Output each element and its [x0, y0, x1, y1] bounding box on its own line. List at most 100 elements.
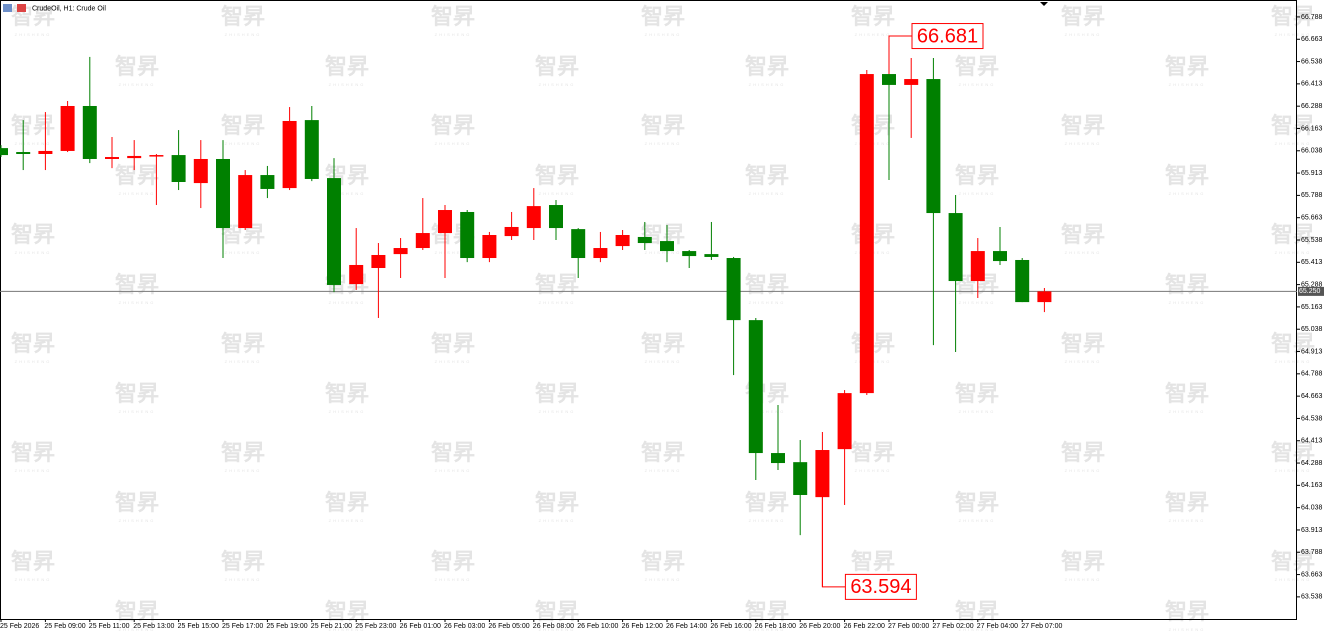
- watermark: 智昇: [221, 113, 265, 138]
- chart-title: CrudeOil, H1: Crude Oil: [32, 5, 106, 12]
- x-tick-label: 25 Feb 09:00: [44, 623, 85, 630]
- watermark: 智昇: [955, 599, 999, 624]
- y-tick-label: 66.038: [1301, 148, 1323, 155]
- watermark-sub: ZHISHENG: [749, 300, 786, 305]
- candle-body: [793, 462, 808, 495]
- watermark: 智昇: [325, 599, 369, 624]
- candle-body: [327, 178, 341, 285]
- candle-body: [393, 248, 408, 255]
- watermark: 智昇: [851, 440, 895, 465]
- watermark-sub: ZHISHENG: [539, 627, 576, 632]
- watermark: 智昇: [535, 163, 579, 188]
- x-tick-label: 25 Feb 23:00: [355, 623, 396, 630]
- watermark-sub: ZHISHENG: [749, 518, 786, 523]
- candle-body: [859, 74, 874, 394]
- watermark: 智昇: [1271, 440, 1315, 465]
- watermark-sub: ZHISHENG: [1275, 250, 1312, 255]
- y-tick-label: 64.038: [1301, 504, 1323, 511]
- watermark-sub: ZHISHENG: [119, 409, 156, 414]
- watermark: 智昇: [535, 599, 579, 624]
- watermark: 智昇: [1061, 222, 1105, 247]
- watermark-sub: ZHISHENG: [225, 141, 262, 146]
- watermark-sub: ZHISHENG: [225, 359, 262, 364]
- watermark-sub: ZHISHENG: [855, 468, 892, 473]
- watermark: 智昇: [221, 4, 265, 29]
- shift-marker: [1040, 2, 1048, 6]
- x-tick-label: 26 Feb 20:00: [799, 623, 840, 630]
- watermark: 智昇: [11, 331, 55, 356]
- candle-body: [1037, 291, 1052, 303]
- watermark-sub: ZHISHENG: [749, 409, 786, 414]
- candle-body: [526, 206, 541, 229]
- watermark-sub: ZHISHENG: [539, 300, 576, 305]
- watermark: 智昇: [641, 440, 685, 465]
- candle-body: [238, 175, 253, 229]
- y-tick-label: 63.538: [1301, 594, 1323, 601]
- x-tick-label: 26 Feb 12:00: [622, 623, 663, 630]
- y-tick-label: 66.788: [1301, 14, 1323, 21]
- watermark-sub: ZHISHENG: [1169, 518, 1206, 523]
- x-tick-label: 25 Feb 13:00: [133, 623, 174, 630]
- watermark-sub: ZHISHENG: [119, 300, 156, 305]
- y-tick-label: 65.163: [1301, 304, 1323, 311]
- watermark-sub: ZHISHENG: [1169, 82, 1206, 87]
- watermark-sub: ZHISHENG: [1065, 141, 1102, 146]
- watermark-sub: ZHISHENG: [435, 32, 472, 37]
- watermark: 智昇: [115, 599, 159, 624]
- x-tick-label: 26 Feb 22:00: [844, 623, 885, 630]
- watermark: 智昇: [535, 272, 579, 297]
- watermark-sub: ZHISHENG: [225, 577, 262, 582]
- watermark: 智昇: [1165, 54, 1209, 79]
- candle-body: [415, 233, 430, 249]
- icon: [3, 4, 12, 12]
- watermark-sub: ZHISHENG: [749, 82, 786, 87]
- candle-body: [704, 254, 719, 257]
- watermark: 智昇: [955, 54, 999, 79]
- watermark-sub: ZHISHENG: [645, 359, 682, 364]
- watermark: 智昇: [325, 490, 369, 515]
- watermark-sub: ZHISHENG: [539, 409, 576, 414]
- candle-body: [193, 158, 208, 184]
- watermark-sub: ZHISHENG: [119, 627, 156, 632]
- watermark: 智昇: [11, 113, 55, 138]
- watermark-sub: ZHISHENG: [329, 191, 366, 196]
- candle-body: [460, 211, 475, 259]
- watermark-sub: ZHISHENG: [959, 300, 996, 305]
- candle-body: [993, 251, 1007, 262]
- watermark: 智昇: [11, 222, 55, 247]
- watermark-sub: ZHISHENG: [1169, 300, 1206, 305]
- x-tick-label: 27 Feb 02:00: [932, 623, 973, 630]
- candle-body: [371, 254, 386, 269]
- watermark: 智昇: [325, 381, 369, 406]
- watermark: 智昇: [115, 381, 159, 406]
- watermark: 智昇: [955, 163, 999, 188]
- watermark-sub: ZHISHENG: [1065, 577, 1102, 582]
- y-tick-label: 63.663: [1301, 571, 1323, 578]
- watermark: 智昇: [641, 331, 685, 356]
- watermark: 智昇: [745, 54, 789, 79]
- watermark: 智昇: [955, 490, 999, 515]
- watermark: 智昇: [431, 331, 475, 356]
- watermark: 智昇: [431, 440, 475, 465]
- candle-body: [282, 120, 297, 189]
- y-tick-label: 66.163: [1301, 125, 1323, 132]
- watermark: 智昇: [115, 490, 159, 515]
- x-tick-label: 25 Feb 17:00: [222, 623, 263, 630]
- y-tick-label: 65.913: [1301, 170, 1323, 177]
- watermark-sub: ZHISHENG: [645, 32, 682, 37]
- low-marker-line: [821, 497, 846, 588]
- plot-frame: [0, 0, 1297, 620]
- watermark-sub: ZHISHENG: [959, 518, 996, 523]
- watermark: 智昇: [325, 54, 369, 79]
- x-tick-label: 26 Feb 10:00: [577, 623, 618, 630]
- watermark: 智昇: [1271, 222, 1315, 247]
- watermark-sub: ZHISHENG: [1275, 359, 1312, 364]
- x-tick-label: 26 Feb 05:00: [488, 623, 529, 630]
- candle-body: [105, 157, 119, 159]
- watermark-sub: ZHISHENG: [435, 468, 472, 473]
- watermark: 智昇: [955, 381, 999, 406]
- y-tick-label: 66.663: [1301, 36, 1323, 43]
- high-marker-line: [888, 35, 912, 75]
- watermark-sub: ZHISHENG: [119, 518, 156, 523]
